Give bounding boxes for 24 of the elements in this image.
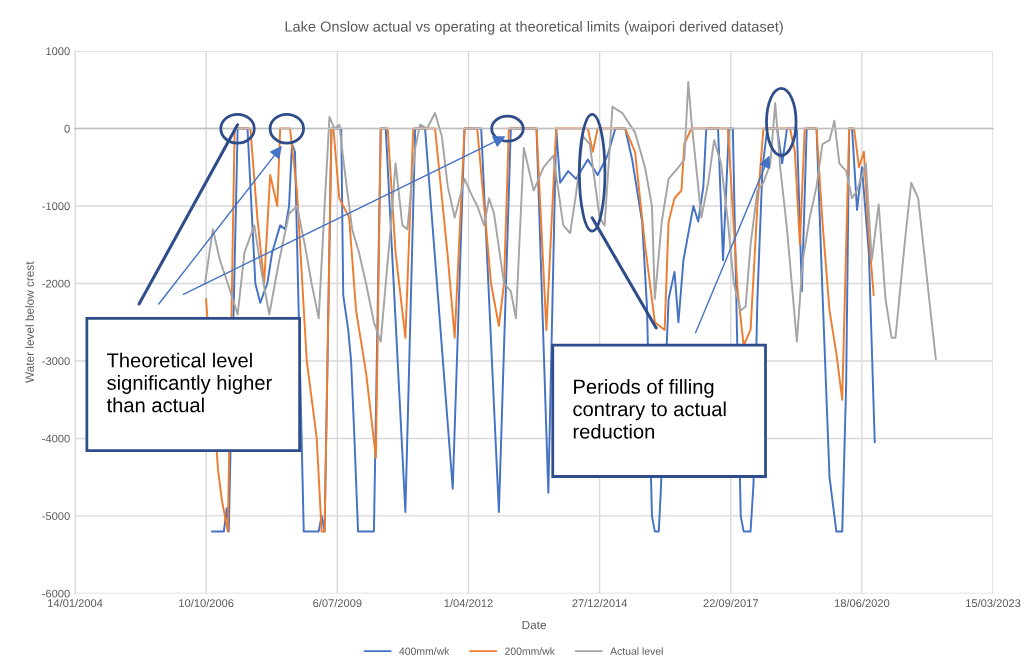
x-tick-label: 22/09/2017: [703, 598, 759, 608]
y-tick-label: -4000: [42, 434, 70, 443]
y-tick-label: -3000: [42, 357, 70, 366]
x-tick-label: 15/03/2023: [966, 598, 1021, 608]
legend-label: 400mm/wk: [399, 647, 450, 655]
y-axis-title: Water level below crest: [25, 261, 34, 383]
x-tick-label: 10/10/2006: [179, 598, 234, 608]
x-tick-label: 6/07/2009: [313, 598, 362, 608]
chart-title: Lake Onslow actual vs operating at theoretical limits (waipori derived dataset): [285, 21, 783, 35]
y-tick-label: -6000: [42, 589, 70, 598]
y-tick-label: -1000: [42, 202, 70, 211]
legend-label: 200mm/wk: [505, 647, 555, 655]
annotation: Periods of filling contrary to actual reduction: [573, 379, 726, 439]
y-tick-label: -5000: [42, 512, 70, 521]
y-tick-label: -2000: [42, 279, 70, 288]
legend-label: Actual level: [610, 647, 663, 655]
x-axis-title: Date: [522, 620, 546, 630]
x-tick-label: 18/06/2020: [834, 598, 890, 608]
x-tick-label: 14/01/2004: [48, 598, 103, 608]
y-tick-label: 1000: [46, 47, 70, 56]
x-tick-label: 27/12/2014: [572, 598, 628, 608]
y-tick-label: 0: [64, 124, 70, 133]
x-tick-label: 1/04/2012: [444, 598, 493, 608]
annotation: Theoretical level significantly higher than actual: [106, 352, 272, 413]
